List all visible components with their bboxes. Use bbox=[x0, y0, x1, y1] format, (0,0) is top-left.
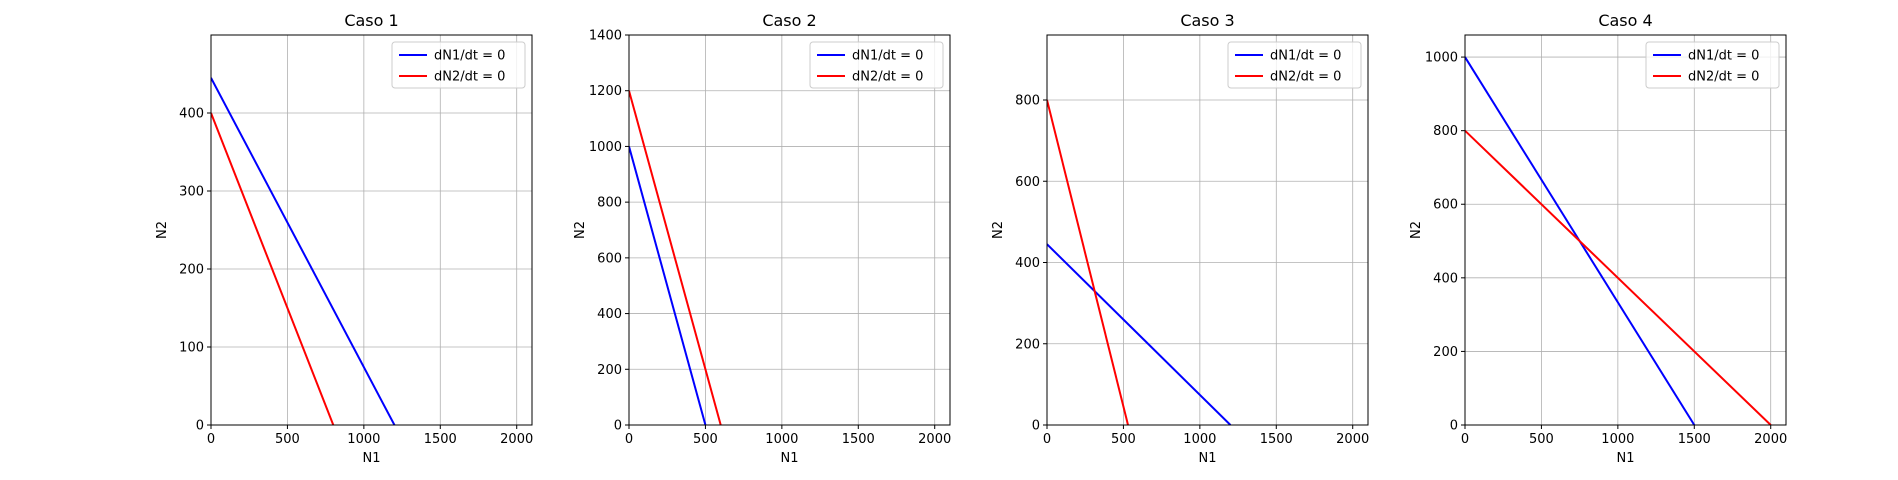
x-tick-label: 500 bbox=[275, 432, 300, 447]
x-tick-label: 500 bbox=[1529, 432, 1554, 447]
legend: dN1/dt = 0 dN2/dt = 0 bbox=[391, 41, 526, 89]
legend-label: dN2/dt = 0 bbox=[852, 70, 923, 85]
x-tick-label: 2000 bbox=[918, 432, 951, 447]
legend: dN1/dt = 0 dN2/dt = 0 bbox=[1645, 41, 1780, 89]
y-tick-label: 600 bbox=[1015, 175, 1040, 190]
y-tick-label: 800 bbox=[1433, 124, 1458, 139]
y-tick-label: 0 bbox=[1032, 419, 1040, 434]
y-tick-label: 200 bbox=[1015, 337, 1040, 352]
x-tick-label: 500 bbox=[693, 432, 718, 447]
y-tick-label: 200 bbox=[597, 363, 622, 378]
chart-panel-4: 0 500 1000 1500 2000 0 200 400 600 800 1000 Caso 4 N… bbox=[1409, 11, 1787, 466]
y-tick-label: 800 bbox=[1015, 94, 1040, 109]
y-tick-label: 600 bbox=[1433, 198, 1458, 213]
series-line-dn2 bbox=[1465, 129, 1772, 425]
x-tick-label: 1500 bbox=[842, 432, 875, 447]
legend-label: dN1/dt = 0 bbox=[434, 49, 505, 64]
y-tick-label: 800 bbox=[597, 196, 622, 211]
y-tick-label: 0 bbox=[614, 419, 622, 434]
x-tick-label: 1000 bbox=[1183, 432, 1216, 447]
y-tick-label: 400 bbox=[1433, 271, 1458, 286]
legend-label: dN2/dt = 0 bbox=[1270, 70, 1341, 85]
series-line-dn2 bbox=[211, 112, 335, 425]
x-tick-label: 0 bbox=[625, 432, 633, 447]
y-tick-label: 600 bbox=[597, 251, 622, 266]
axes-frame bbox=[628, 34, 951, 426]
axes-frame bbox=[1046, 34, 1369, 426]
chart-title: Caso 2 bbox=[762, 11, 816, 30]
x-tick-label: 1000 bbox=[765, 432, 798, 447]
axes-frame bbox=[1464, 34, 1787, 426]
series-line-dn1 bbox=[211, 77, 396, 425]
y-tick-label: 1000 bbox=[589, 140, 622, 155]
x-axis-label: N1 bbox=[1617, 451, 1635, 466]
x-tick-label: 2000 bbox=[500, 432, 533, 447]
y-axis-label: N2 bbox=[1409, 221, 1424, 239]
x-axis-label: N1 bbox=[1199, 451, 1217, 466]
legend-label: dN2/dt = 0 bbox=[1688, 70, 1759, 85]
legend-label: dN2/dt = 0 bbox=[434, 70, 505, 85]
x-tick-label: 1500 bbox=[1260, 432, 1293, 447]
axes-frame bbox=[210, 34, 533, 426]
x-tick-label: 0 bbox=[207, 432, 215, 447]
y-tick-label: 300 bbox=[179, 185, 204, 200]
series-line-dn2 bbox=[629, 90, 722, 425]
y-tick-label: 1000 bbox=[1425, 51, 1458, 66]
y-tick-label: 400 bbox=[1015, 256, 1040, 271]
x-tick-label: 1500 bbox=[1678, 432, 1711, 447]
y-tick-label: 0 bbox=[196, 419, 204, 434]
chart-title: Caso 1 bbox=[344, 11, 398, 30]
x-tick-label: 1500 bbox=[424, 432, 457, 447]
y-tick-label: 0 bbox=[1450, 419, 1458, 434]
chart-panel-3: 0 500 1000 1500 2000 0 200 400 600 800 Caso 3 N1 N2 d… bbox=[991, 11, 1369, 466]
y-tick-label: 400 bbox=[597, 307, 622, 322]
legend: dN1/dt = 0 dN2/dt = 0 bbox=[1227, 41, 1362, 89]
series-line-dn1 bbox=[629, 146, 707, 425]
chart-panel-1: 0 500 1000 1500 2000 0 100 200 300 400 Caso 1 N1 N2 d… bbox=[155, 11, 533, 466]
x-axis-label: N1 bbox=[363, 451, 381, 466]
series-line-dn2 bbox=[1047, 99, 1129, 425]
x-tick-label: 1000 bbox=[1601, 432, 1634, 447]
x-axis-label: N1 bbox=[781, 451, 799, 466]
y-axis-label: N2 bbox=[991, 221, 1006, 239]
chart-title: Caso 3 bbox=[1180, 11, 1234, 30]
x-tick-label: 500 bbox=[1111, 432, 1136, 447]
chart-panel-2: 0 500 1000 1500 2000 0 200 400 600 800 1000 1200 140… bbox=[573, 11, 951, 466]
y-axis-label: N2 bbox=[155, 221, 170, 239]
x-tick-label: 2000 bbox=[1336, 432, 1369, 447]
x-tick-label: 2000 bbox=[1754, 432, 1787, 447]
legend: dN1/dt = 0 dN2/dt = 0 bbox=[809, 41, 944, 89]
y-axis-label: N2 bbox=[573, 221, 588, 239]
y-tick-label: 200 bbox=[1433, 345, 1458, 360]
chart-title: Caso 4 bbox=[1598, 11, 1652, 30]
y-tick-label: 200 bbox=[179, 263, 204, 278]
legend-label: dN1/dt = 0 bbox=[1688, 49, 1759, 64]
series-line-dn1 bbox=[1047, 243, 1232, 425]
legend-label: dN1/dt = 0 bbox=[1270, 49, 1341, 64]
y-tick-label: 1400 bbox=[589, 29, 622, 44]
y-tick-label: 100 bbox=[179, 341, 204, 356]
x-tick-label: 1000 bbox=[347, 432, 380, 447]
y-tick-label: 400 bbox=[179, 107, 204, 122]
y-tick-label: 1200 bbox=[589, 84, 622, 99]
legend-label: dN1/dt = 0 bbox=[852, 49, 923, 64]
x-tick-label: 0 bbox=[1461, 432, 1469, 447]
x-tick-label: 0 bbox=[1043, 432, 1051, 447]
